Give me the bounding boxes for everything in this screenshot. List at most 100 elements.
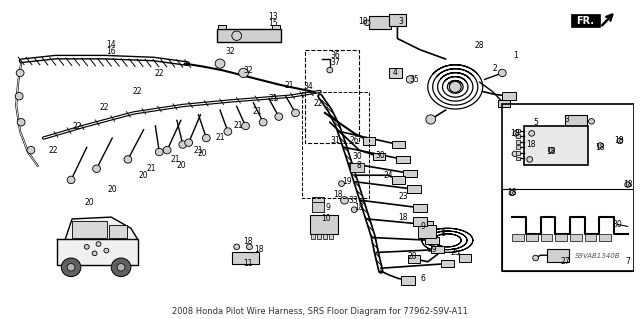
Text: 8: 8 [357, 161, 362, 170]
Circle shape [449, 81, 461, 93]
Text: 18: 18 [614, 136, 623, 145]
Circle shape [239, 68, 248, 78]
Circle shape [202, 134, 210, 142]
Text: 32: 32 [225, 47, 235, 56]
Bar [502, 189, 634, 271]
Text: 18: 18 [333, 190, 342, 199]
Circle shape [426, 115, 436, 124]
Text: 27: 27 [560, 257, 570, 266]
Text: 21: 21 [285, 80, 294, 90]
Bar [388, 68, 403, 78]
Circle shape [92, 251, 97, 256]
Circle shape [259, 119, 267, 126]
Bar [369, 16, 390, 29]
Bar [311, 234, 315, 240]
Circle shape [15, 93, 23, 100]
Text: 22: 22 [49, 146, 58, 155]
Bar [401, 276, 415, 285]
Circle shape [234, 244, 239, 250]
Bar [516, 157, 520, 160]
Bar [403, 170, 417, 177]
Text: 28: 28 [408, 252, 417, 261]
Bar [502, 93, 516, 100]
Circle shape [27, 146, 35, 154]
Text: 36: 36 [331, 51, 340, 60]
Bar [526, 234, 538, 241]
Circle shape [406, 76, 414, 83]
Circle shape [163, 146, 171, 154]
Text: 22: 22 [133, 87, 143, 96]
Text: 35: 35 [409, 75, 419, 84]
Circle shape [339, 181, 344, 186]
Bar [584, 234, 596, 241]
Text: 18: 18 [526, 140, 536, 149]
Text: 34: 34 [303, 82, 313, 91]
Bar [516, 134, 520, 138]
Circle shape [215, 59, 225, 68]
Text: 20: 20 [198, 149, 207, 158]
Circle shape [242, 122, 250, 130]
Text: 29: 29 [428, 245, 438, 254]
Text: 23: 23 [399, 192, 408, 201]
Bar [310, 215, 338, 234]
Bar [312, 199, 324, 212]
Text: 32: 32 [244, 66, 253, 75]
Text: 15: 15 [268, 19, 278, 28]
Text: 30: 30 [612, 220, 622, 229]
Circle shape [625, 182, 630, 187]
Text: FR.: FR. [577, 16, 595, 26]
Text: 3: 3 [399, 17, 404, 26]
Bar [431, 246, 444, 253]
Bar [392, 141, 405, 148]
Circle shape [17, 119, 25, 126]
Bar [72, 221, 108, 238]
Bar [392, 176, 405, 184]
Circle shape [232, 31, 242, 41]
Text: 18: 18 [510, 129, 520, 138]
Circle shape [111, 258, 131, 277]
Bar [512, 234, 524, 241]
Text: 21: 21 [253, 107, 262, 115]
Bar [217, 29, 281, 42]
Circle shape [327, 67, 333, 73]
Bar [502, 104, 634, 271]
Bar [350, 163, 364, 173]
Bar [440, 260, 454, 267]
Circle shape [156, 148, 163, 156]
Text: 37: 37 [331, 58, 340, 67]
Text: 18: 18 [399, 212, 408, 222]
Bar [272, 25, 280, 29]
Bar [599, 234, 611, 241]
Text: 26: 26 [349, 136, 359, 145]
Text: 13: 13 [268, 12, 278, 21]
Bar [418, 225, 436, 238]
Circle shape [532, 255, 538, 261]
Text: 3: 3 [564, 115, 570, 124]
Circle shape [93, 165, 100, 173]
Text: 28: 28 [474, 41, 483, 50]
Text: 1: 1 [514, 51, 518, 60]
Text: 20: 20 [139, 171, 148, 180]
Text: 10: 10 [321, 214, 331, 223]
Bar [407, 185, 421, 193]
Text: 20: 20 [176, 161, 186, 170]
Text: 16: 16 [106, 47, 116, 56]
Circle shape [529, 130, 534, 136]
Bar [396, 156, 410, 163]
Text: 18: 18 [508, 189, 517, 197]
Bar [419, 221, 433, 228]
Circle shape [96, 242, 101, 246]
Bar [570, 234, 582, 241]
Circle shape [16, 69, 24, 77]
Circle shape [61, 258, 81, 277]
Circle shape [513, 130, 519, 136]
Circle shape [597, 143, 604, 148]
Bar [305, 50, 359, 143]
Circle shape [84, 245, 89, 249]
Text: 5: 5 [533, 118, 538, 127]
Text: 18: 18 [243, 237, 252, 246]
Bar [571, 14, 600, 27]
Text: 8: 8 [440, 229, 445, 238]
Text: 24: 24 [384, 171, 394, 180]
Bar [556, 234, 567, 241]
